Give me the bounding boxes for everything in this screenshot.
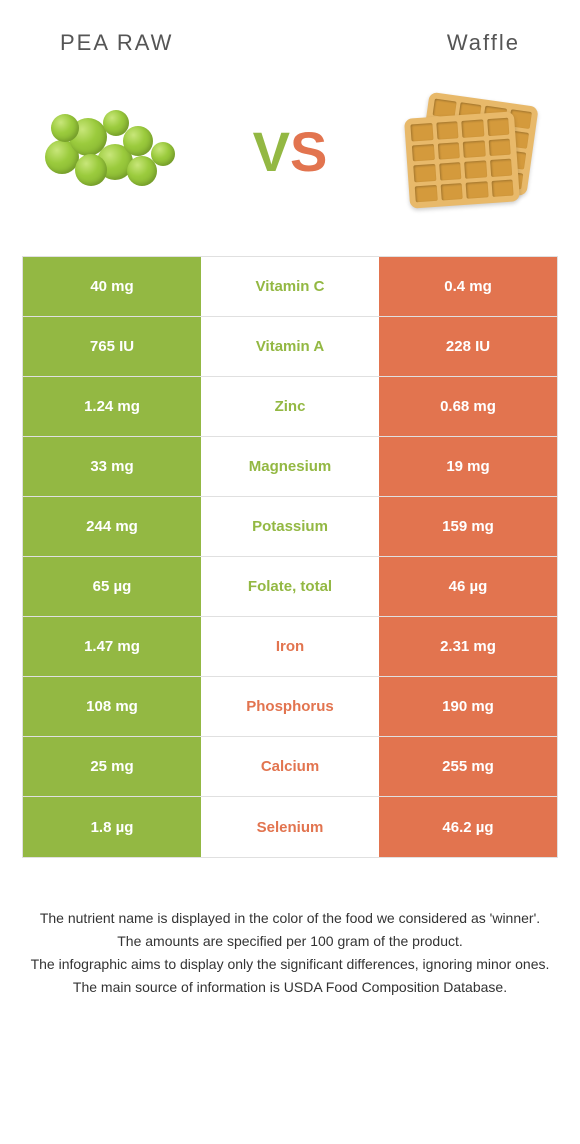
- nutrient-label: Vitamin A: [201, 317, 379, 376]
- footnote-line: The nutrient name is displayed in the co…: [30, 908, 550, 929]
- left-food-title: PEA RAW: [60, 30, 173, 56]
- left-value: 65 µg: [23, 557, 201, 616]
- right-food-title: Waffle: [447, 30, 520, 56]
- table-row: 25 mgCalcium255 mg: [23, 737, 557, 797]
- table-row: 40 mgVitamin C0.4 mg: [23, 257, 557, 317]
- vs-v: V: [253, 120, 290, 183]
- left-value: 1.47 mg: [23, 617, 201, 676]
- right-value: 46 µg: [379, 557, 557, 616]
- nutrient-label: Iron: [201, 617, 379, 676]
- right-value: 0.68 mg: [379, 377, 557, 436]
- table-row: 108 mgPhosphorus190 mg: [23, 677, 557, 737]
- left-value: 40 mg: [23, 257, 201, 316]
- table-row: 1.47 mgIron2.31 mg: [23, 617, 557, 677]
- nutrient-label: Magnesium: [201, 437, 379, 496]
- nutrient-label: Vitamin C: [201, 257, 379, 316]
- footnote-line: The main source of information is USDA F…: [30, 977, 550, 998]
- waffle-image: [390, 86, 550, 216]
- right-value: 228 IU: [379, 317, 557, 376]
- left-value: 244 mg: [23, 497, 201, 556]
- right-value: 2.31 mg: [379, 617, 557, 676]
- right-value: 0.4 mg: [379, 257, 557, 316]
- table-row: 765 IUVitamin A228 IU: [23, 317, 557, 377]
- left-value: 108 mg: [23, 677, 201, 736]
- pea-illustration: [35, 96, 185, 206]
- left-value: 765 IU: [23, 317, 201, 376]
- nutrient-label: Folate, total: [201, 557, 379, 616]
- right-value: 159 mg: [379, 497, 557, 556]
- waffle-illustration: [395, 91, 545, 211]
- table-row: 1.24 mgZinc0.68 mg: [23, 377, 557, 437]
- nutrient-label: Phosphorus: [201, 677, 379, 736]
- nutrient-label: Zinc: [201, 377, 379, 436]
- vs-label: VS: [253, 119, 328, 184]
- nutrient-label: Selenium: [201, 797, 379, 857]
- nutrient-label: Potassium: [201, 497, 379, 556]
- left-value: 33 mg: [23, 437, 201, 496]
- left-value: 25 mg: [23, 737, 201, 796]
- right-value: 255 mg: [379, 737, 557, 796]
- images-row: VS: [0, 76, 580, 256]
- table-row: 33 mgMagnesium19 mg: [23, 437, 557, 497]
- footnotes: The nutrient name is displayed in the co…: [0, 858, 580, 1020]
- pea-image: [30, 86, 190, 216]
- table-row: 1.8 µgSelenium46.2 µg: [23, 797, 557, 857]
- comparison-table: 40 mgVitamin C0.4 mg765 IUVitamin A228 I…: [22, 256, 558, 858]
- left-value: 1.24 mg: [23, 377, 201, 436]
- footnote-line: The infographic aims to display only the…: [30, 954, 550, 975]
- nutrient-label: Calcium: [201, 737, 379, 796]
- header: PEA RAW Waffle: [0, 0, 580, 76]
- right-value: 46.2 µg: [379, 797, 557, 857]
- table-row: 244 mgPotassium159 mg: [23, 497, 557, 557]
- table-row: 65 µgFolate, total46 µg: [23, 557, 557, 617]
- vs-s: S: [290, 120, 327, 183]
- right-value: 19 mg: [379, 437, 557, 496]
- left-value: 1.8 µg: [23, 797, 201, 857]
- right-value: 190 mg: [379, 677, 557, 736]
- footnote-line: The amounts are specified per 100 gram o…: [30, 931, 550, 952]
